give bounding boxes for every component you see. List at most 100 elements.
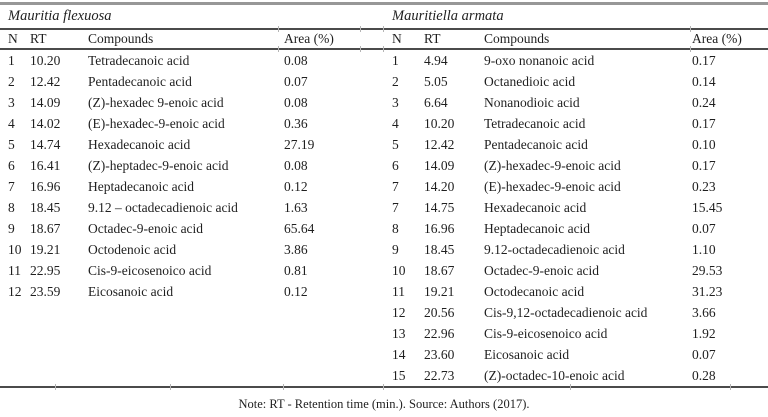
table-row: 7 16.96 Heptadecanoic acid 0.12 [0,176,384,197]
cell-compound: Hexadecanoic acid [484,200,587,215]
cell-compound: (Z)-octadec-10-enoic acid [484,368,625,383]
cell-rt: 14.20 [424,179,455,194]
cell-n: 11 [392,284,405,299]
cell-compound: Octodecanoic acid [484,284,585,299]
tick-mark [278,26,279,32]
left-table-body: 1 10.20 Tetradecanoic acid 0.08 2 12.42 Pentad… [0,50,384,386]
cell-n: 15 [392,368,406,383]
species-divider-rule [0,26,768,32]
cell-n: 8 [8,200,15,215]
cell-n: 10 [392,263,406,278]
cell-n: 3 [8,95,15,110]
cell-n: 1 [8,53,15,68]
cell-compound: Cis-9-eicosenoico acid [484,326,608,341]
cell-rt: 18.67 [424,263,455,278]
cell-compound: Pentadecanoic acid [484,137,588,152]
cell-area: 0.23 [692,179,716,194]
tick-mark [55,384,56,390]
cell-n: 2 [392,74,399,89]
column-header-n: N [392,31,402,46]
cell-area: 1.92 [692,326,716,341]
table-row: 6 14.09 (Z)-hexadec-9-enoic acid 0.17 [384,155,768,176]
table-row: 5 14.74 Hexadecanoic acid 27.19 [0,134,384,155]
cell-compound: (Z)-heptadec-9-enoic acid [88,158,229,173]
cell-n: 4 [8,116,15,131]
cell-area: 0.17 [692,53,716,68]
cell-area: 0.07 [692,347,716,362]
table-row: 1 10.20 Tetradecanoic acid 0.08 [0,50,384,71]
cell-area: 0.81 [284,263,308,278]
cell-rt: 14.09 [30,95,61,110]
cell-compound: Heptadecanoic acid [484,221,591,236]
cell-compound: Octanedioic acid [484,74,576,89]
tick-mark [278,46,279,52]
table-row: 5 12.42 Pentadecanoic acid 0.10 [384,134,768,155]
species-title-mauritiella-armata: Mauritiella armata [392,8,504,24]
cell-compound: (Z)-hexadec-9-enoic acid [484,158,621,173]
cell-n: 5 [8,137,15,152]
table-row: 8 18.45 9.12 – octadecadienoic acid 1.63 [0,197,384,218]
footnote: Note: RT - Retention time (min.). Source… [238,397,530,411]
cell-rt: 5.05 [424,74,448,89]
cell-area: 0.28 [692,368,716,383]
cell-rt: 14.75 [424,200,455,215]
table-row: 10 18.67 Octadec-9-enoic acid 29.53 [384,260,768,281]
table-row: 7 14.20 (E)-hexadec-9-enoic acid 0.23 [384,176,768,197]
cell-compound: Octadec-9-enoic acid [88,221,204,236]
cell-rt: 10.20 [424,116,455,131]
table-row: 13 22.96 Cis-9-eicosenoico acid 1.92 [384,323,768,344]
table-row: 4 14.02 (E)-hexadec-9-enoic acid 0.36 [0,113,384,134]
cell-area: 0.17 [692,116,716,131]
cell-rt: 20.56 [424,305,455,320]
table-row: 3 6.64 Nonanodioic acid 0.24 [384,92,768,113]
cell-area: 0.24 [692,95,716,110]
cell-n: 12 [8,284,22,299]
cell-area: 0.14 [692,74,716,89]
tick-mark [690,26,691,32]
cell-area: 3.86 [284,242,308,257]
tick-mark [360,46,361,52]
cell-rt: 16.41 [30,158,61,173]
cell-compound: Cis-9,12-octadecadienoic acid [484,305,648,320]
cell-area: 3.66 [692,305,716,320]
table-row: 12 20.56 Cis-9,12-octadecadienoic acid 3.66 [384,302,768,323]
cell-rt: 6.64 [424,95,448,110]
cell-rt: 23.59 [30,284,61,299]
table-row: 4 10.20 Tetradecanoic acid 0.17 [384,113,768,134]
table-bottom-rule [0,384,768,390]
cell-area: 1.63 [284,200,308,215]
cell-rt: 18.45 [424,242,455,257]
cell-rt: 12.42 [424,137,455,152]
cell-n: 9 [392,242,399,257]
column-header-rt: RT [30,31,47,46]
cell-area: 0.10 [692,137,716,152]
cell-compound: Hexadecanoic acid [88,137,191,152]
left-table-column-headers: N RT Compounds Area (%) [0,30,384,48]
cell-n: 3 [392,95,399,110]
table-row: 2 12.42 Pentadecanoic acid 0.07 [0,71,384,92]
table-row: 9 18.45 9.12-octadecadienoic acid 1.10 [384,239,768,260]
cell-rt: 14.02 [30,116,61,131]
cell-n: 2 [8,74,15,89]
cell-area: 31.23 [692,284,723,299]
species-header-row: Mauritia flexuosa Mauritiella armata [0,5,768,28]
cell-compound: (E)-hexadec-9-enoic acid [484,179,621,194]
cell-area: 29.53 [692,263,723,278]
cell-rt: 4.94 [424,53,448,68]
cell-compound: Tetradecanoic acid [88,53,190,68]
cell-compound: Eicosanoic acid [88,284,174,299]
cell-n: 13 [392,326,406,341]
cell-area: 0.17 [692,158,716,173]
cell-area: 65.64 [284,221,315,236]
cell-n: 8 [392,221,399,236]
table-row: 11 22.95 Cis-9-eicosenoico acid 0.81 [0,260,384,281]
cell-compound: 9.12-octadecadienoic acid [484,242,625,257]
cell-compound: Octadec-9-enoic acid [484,263,600,278]
right-table-species-cell: Mauritiella armata [384,5,768,28]
cell-n: 4 [392,116,399,131]
cell-area: 1.10 [692,242,716,257]
table-row: 3 14.09 (Z)-hexadec 9-enoic acid 0.08 [0,92,384,113]
column-header-area: Area (%) [692,31,742,46]
cell-area: 0.08 [284,158,308,173]
